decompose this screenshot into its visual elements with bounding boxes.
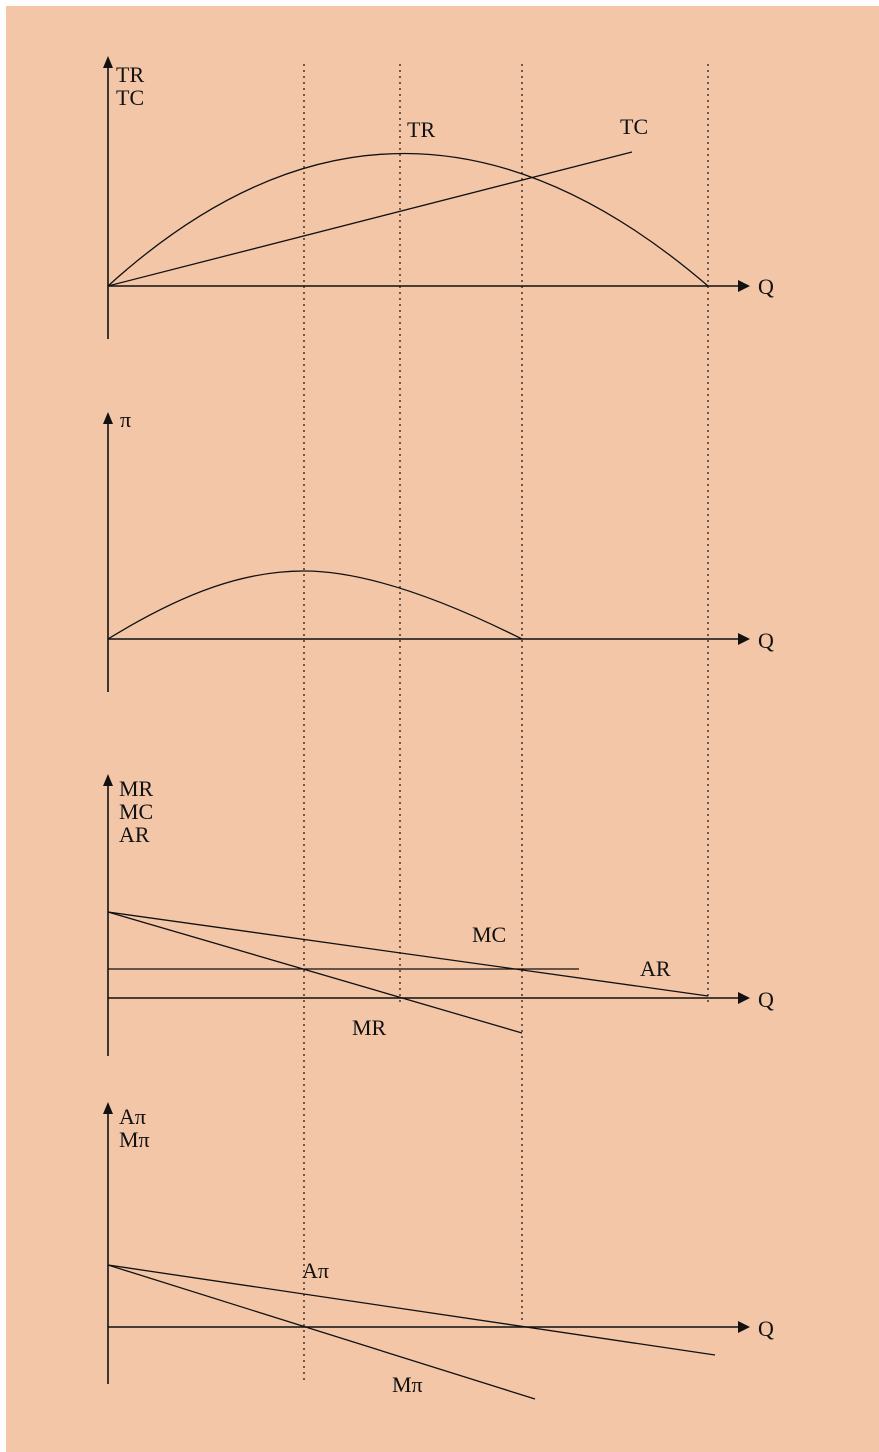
ar-line-label: AR <box>640 956 671 981</box>
panel-mr-mc-ar: MR MC AR MC AR MR Q <box>103 774 774 1056</box>
y-label-mc: MC <box>119 799 153 824</box>
y-label-mr: MR <box>119 776 154 801</box>
ar-line <box>107 911 709 997</box>
x-label-q-2: Q <box>758 628 774 653</box>
x-label-q-3: Q <box>758 987 774 1012</box>
x-axis-2-arrowhead <box>738 633 750 645</box>
x-axis-4-arrowhead <box>738 1321 750 1333</box>
y-label-mpi: Mπ <box>119 1127 150 1152</box>
y-axis-1-arrowhead <box>103 56 113 68</box>
panel-tr-tc: TR TC TR TC Q <box>103 56 774 339</box>
mr-line <box>107 911 523 1034</box>
panel-profit: π Q <box>103 407 774 692</box>
x-label-q-1: Q <box>758 274 774 299</box>
tr-curve-label: TR <box>407 117 435 142</box>
x-axis-1-arrowhead <box>738 280 750 292</box>
y-label-ar: AR <box>119 822 150 847</box>
tr-curve <box>107 152 709 287</box>
tc-line-label: TC <box>620 114 648 139</box>
mc-line-label: MC <box>472 922 506 947</box>
tc-line <box>107 151 633 287</box>
y-label-api: Aπ <box>119 1104 146 1129</box>
panel-api-mpi: Aπ Mπ Aπ Mπ Q <box>103 1102 774 1400</box>
economics-diagram: TR TC TR TC Q π Q MR MC AR MC AR MR Q <box>103 56 774 1400</box>
y-axis-4-arrowhead <box>103 1102 113 1114</box>
average-profit-line <box>107 1264 716 1356</box>
mr-line-label: MR <box>352 1015 387 1040</box>
y-axis-2-arrowhead <box>103 412 113 424</box>
y-label-pi: π <box>120 407 131 432</box>
marginal-profit-line <box>107 1264 536 1400</box>
marginal-profit-label: Mπ <box>392 1372 423 1397</box>
average-profit-label: Aπ <box>302 1258 329 1283</box>
y-axis-3-arrowhead <box>103 774 113 786</box>
y-label-tc: TC <box>116 85 144 110</box>
profit-curve <box>107 570 523 640</box>
diagram-canvas: TR TC TR TC Q π Q MR MC AR MC AR MR Q <box>6 6 879 1452</box>
y-label-tr: TR <box>116 62 144 87</box>
x-label-q-4: Q <box>758 1316 774 1341</box>
x-axis-3-arrowhead <box>738 992 750 1004</box>
